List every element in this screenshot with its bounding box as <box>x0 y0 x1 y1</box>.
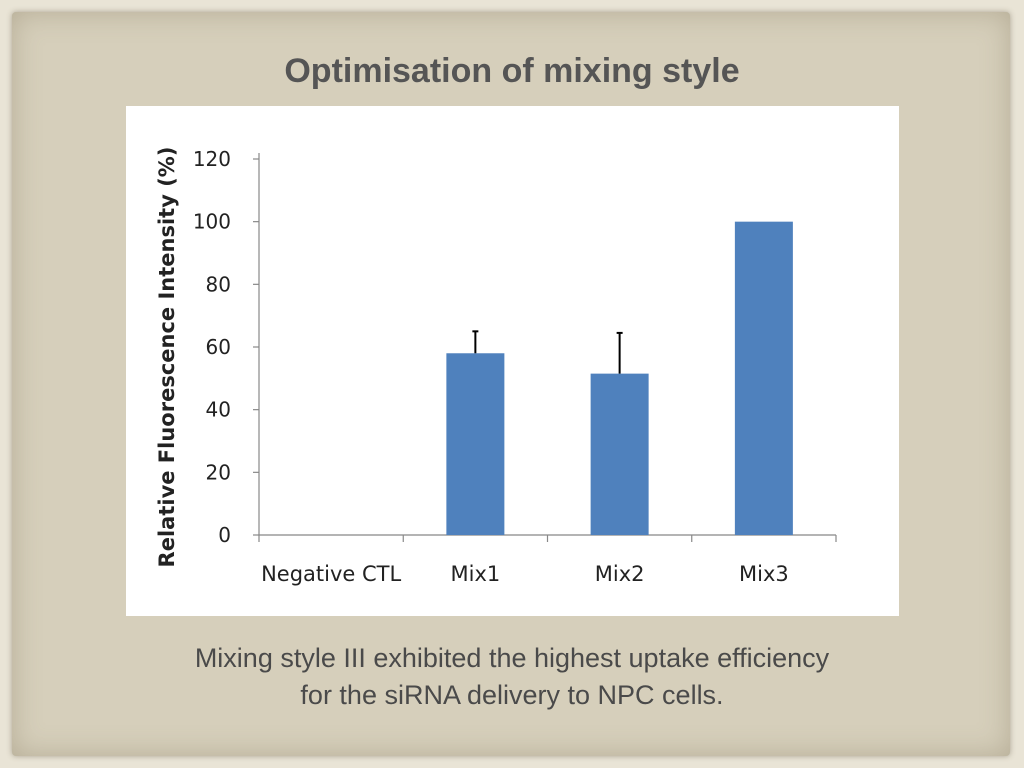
slide-caption: Mixing style III exhibited the highest u… <box>60 640 964 714</box>
bar-mix1 <box>446 353 505 535</box>
chart-panel: 0 20 40 60 80 100 120 Negative CTL Mix1 Mix2 Mix3… <box>126 106 899 616</box>
y-ticks-group: 0 20 40 60 80 100 120 <box>193 147 259 547</box>
y-tick-label: 120 <box>193 147 231 171</box>
x-category-label: Mix1 <box>451 562 501 586</box>
y-tick-label: 20 <box>206 460 231 484</box>
y-tick-label: 60 <box>206 335 231 359</box>
x-category-label: Mix3 <box>739 562 789 586</box>
bar-mix2 <box>590 373 649 535</box>
bar-mix3 <box>734 221 793 535</box>
y-tick-label: 0 <box>218 523 231 547</box>
x-category-label: Mix2 <box>595 562 645 586</box>
error-bars-group <box>472 330 623 374</box>
y-tick-label: 80 <box>206 272 231 296</box>
y-axis-title: Relative Fluorescence Intensity (%) <box>155 147 179 568</box>
slide-title: Optimisation of mixing style <box>284 52 740 90</box>
bars-group <box>446 221 793 535</box>
bar-chart: 0 20 40 60 80 100 120 Negative CTL Mix1 Mix2 Mix3… <box>155 147 837 586</box>
y-tick-label: 100 <box>193 210 231 234</box>
y-tick-label: 40 <box>206 398 231 422</box>
caption-line-1: Mixing style III exhibited the highest u… <box>194 643 830 673</box>
x-category-label: Negative CTL <box>261 562 401 586</box>
caption-line-2: for the siRNA delivery to NPC cells. <box>300 680 724 710</box>
x-labels-group: Negative CTL Mix1 Mix2 Mix3 <box>261 562 789 586</box>
